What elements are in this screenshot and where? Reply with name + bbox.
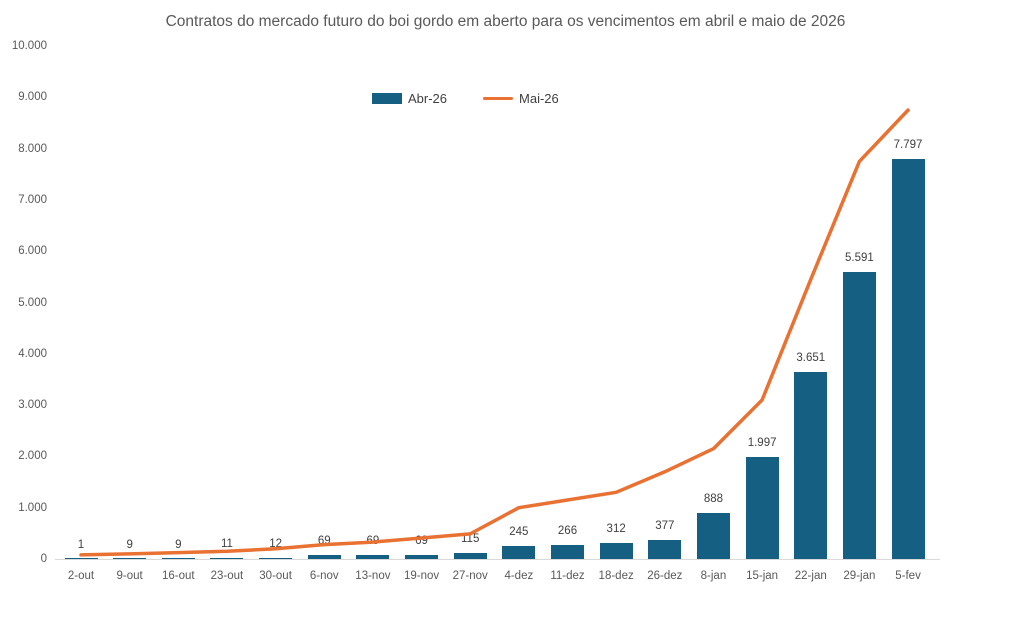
bar-abr26[interactable]: [842, 272, 876, 559]
bar-value-label: 888: [703, 493, 724, 506]
y-axis-tick-label: 0: [40, 553, 47, 565]
bar-value-label: 9: [126, 538, 133, 551]
bar-abr26[interactable]: [502, 546, 536, 559]
legend-item-abr26[interactable]: Abr-26: [372, 91, 447, 106]
y-axis-tick-label: 8.000: [18, 142, 47, 155]
legend-bar-swatch-icon: [372, 93, 402, 104]
bar-value-label: 7.797: [893, 139, 923, 151]
y-axis-tick-label: 1.000: [18, 501, 47, 514]
x-axis-tick-label: 26-dez: [647, 570, 683, 582]
legend-label-abr26: Abr-26: [408, 91, 448, 106]
bar-abr26[interactable]: [891, 159, 925, 559]
bar-value-label: 1: [77, 538, 85, 551]
x-axis-tick-label: 6-nov: [309, 570, 339, 582]
x-axis-tick-label: 4-dez: [504, 570, 534, 582]
x-axis-tick-label: 16-out: [161, 570, 195, 582]
legend-label-mai26: Mai-26: [519, 91, 559, 106]
bar-value-label: 9: [175, 538, 182, 551]
x-axis-tick-label: 27-nov: [452, 570, 488, 582]
bar-abr26[interactable]: [356, 555, 390, 559]
bar-abr26[interactable]: [599, 542, 633, 559]
y-axis-tick-label: 4.000: [18, 347, 47, 360]
bar-abr26[interactable]: [405, 555, 439, 559]
bar-abr26[interactable]: [453, 553, 487, 559]
bar-abr26[interactable]: [210, 558, 244, 559]
x-axis-tick-label: 22-jan: [794, 570, 827, 582]
y-axis-tick-label: 5.000: [18, 296, 47, 309]
x-axis-tick-label: 5-fev: [895, 570, 921, 582]
x-axis-tick-label: 2-out: [67, 570, 95, 582]
line-series-mai26: [79, 108, 910, 557]
bar-abr26[interactable]: [696, 513, 730, 559]
bar-abr26[interactable]: [259, 558, 293, 559]
line-mai26[interactable]: [79, 108, 910, 557]
bar-value-label: 5.591: [845, 252, 874, 265]
bar-abr26[interactable]: [64, 558, 98, 559]
x-axis-line: [55, 559, 940, 560]
bar-abr26[interactable]: [551, 545, 584, 559]
y-axis-tick-label: 2.000: [18, 450, 47, 463]
x-axis-tick-label: 19-nov: [403, 570, 440, 582]
y-axis-tick-label: 7.000: [18, 193, 47, 206]
bar-value-label: 11: [220, 538, 233, 551]
bar-value-label: 245: [509, 526, 529, 539]
bar-value-label: 377: [655, 519, 675, 532]
x-axis-tick-label: 30-out: [259, 570, 292, 582]
bar-abr26[interactable]: [648, 539, 682, 559]
bar-value-label: 3.651: [796, 351, 826, 364]
plot-area: 1 9 9 11 12 69 69 69 115 245 266 312 377 888 1.997 3.65…: [55, 46, 940, 559]
y-axis-tick-label: 6.000: [18, 245, 47, 258]
legend: Abr-26 Mai-26: [372, 91, 559, 106]
x-axis-tick-label: 18-dez: [598, 570, 634, 582]
x-axis-tick-label: 8-jan: [700, 570, 727, 582]
bar-abr26[interactable]: [113, 558, 147, 559]
bar-value-label: 266: [557, 525, 578, 538]
x-axis-tick-label: 9-out: [116, 570, 143, 582]
x-axis-tick-label: 29-jan: [843, 570, 876, 582]
chart-title: Contratos do mercado futuro do boi gordo…: [165, 13, 846, 30]
y-axis-tick-label: 9.000: [18, 91, 47, 104]
y-axis-tick-label: 10.000: [11, 40, 47, 52]
legend-line-swatch-icon: [483, 97, 514, 100]
bar-abr26[interactable]: [794, 371, 828, 559]
bar-abr26[interactable]: [161, 558, 195, 559]
y-axis-tick-label: 3.000: [18, 399, 47, 412]
x-axis-tick-label: 11-dez: [550, 570, 585, 582]
bar-value-label: 312: [606, 522, 626, 535]
bar-abr26[interactable]: [745, 456, 779, 559]
x-axis-tick-label: 13-nov: [355, 570, 391, 582]
bar-abr26[interactable]: [307, 555, 341, 559]
legend-item-mai26[interactable]: Mai-26: [483, 91, 559, 106]
x-axis-tick-label: 23-out: [210, 570, 244, 582]
x-axis-tick-label: 15-jan: [746, 570, 779, 582]
bar-value-label: 115: [461, 533, 480, 546]
bar-value-label: 1.997: [747, 436, 777, 449]
